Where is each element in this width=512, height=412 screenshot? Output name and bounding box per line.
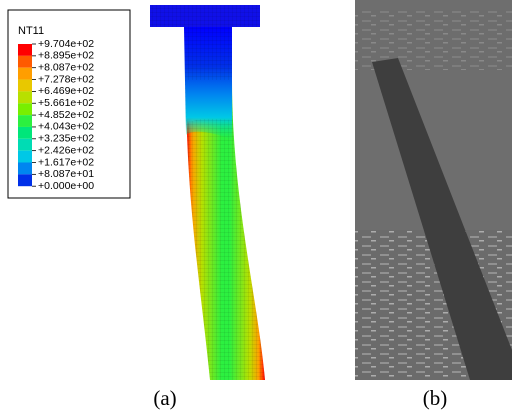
legend-label: +7.278e+02 [38,73,94,85]
legend-swatch [18,80,32,92]
legend-swatch [18,44,32,56]
photo [355,0,512,380]
legend-label: +8.895e+02 [38,50,94,62]
legend-swatch [18,56,32,68]
fem-model [150,5,265,380]
legend-label: +3.235e+02 [38,133,94,145]
legend-label: +9.704e+02 [38,38,94,50]
legend-label: +5.661e+02 [38,97,94,109]
legend: +9.704e+02+8.895e+02+8.087e+02+7.278e+02… [18,38,94,192]
legend-swatch [18,91,32,103]
caption: (b) [423,386,448,410]
legend-swatch [18,163,32,175]
legend-label: +6.469e+02 [38,85,94,97]
mesh-lines [150,5,265,380]
figure-canvas: NT11 +9.704e+02+8.895e+02+8.087e+02+7.27… [0,0,512,412]
legend-label: +8.087e+01 [38,168,94,180]
legend-label: +1.617e+02 [38,156,94,168]
figure: NT11 +9.704e+02+8.895e+02+8.087e+02+7.27… [0,0,512,412]
legend-title: NT11 [18,25,44,37]
legend-swatch [18,103,32,115]
legend-swatch [18,115,32,127]
legend-label: +4.043e+02 [38,121,94,133]
legend-label: +2.426e+02 [38,144,94,156]
caption: (a) [153,386,176,410]
legend-swatch [18,68,32,80]
legend-swatch [18,151,32,163]
legend-swatch [18,139,32,151]
legend-label: +0.000e+00 [38,180,94,192]
legend-label: +4.852e+02 [38,109,94,121]
legend-label: +8.087e+02 [38,61,94,73]
legend-swatch [18,174,32,186]
legend-swatch [18,127,32,139]
